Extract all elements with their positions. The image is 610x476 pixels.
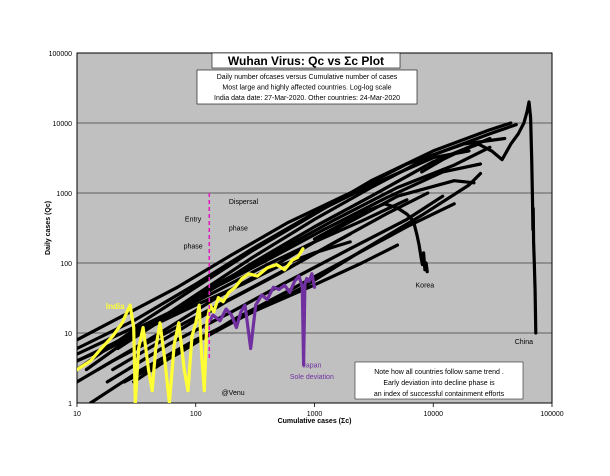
x-tick-label: 100000 — [540, 411, 563, 418]
chart-title: Wuhan Virus: Qc vs Σc Plot — [228, 54, 384, 68]
note-box — [354, 361, 524, 400]
subtitle-box — [196, 69, 418, 105]
annotation-label: Dispersal — [229, 199, 259, 206]
india-series-line — [77, 247, 305, 403]
annotation-label: an index of successful containment effor… — [374, 391, 505, 398]
korea-series-line — [312, 202, 429, 274]
country-series-line — [77, 232, 352, 384]
country-series-line — [77, 149, 471, 351]
y-axis-title: Daily cases (Qc) — [45, 201, 52, 255]
series-group — [77, 100, 538, 403]
annotation-label: Korea — [416, 282, 435, 289]
country-series-line — [105, 194, 445, 384]
y-tick-label: 100000 — [49, 51, 72, 58]
annotation-label: @Venu — [222, 390, 245, 397]
country-series-line — [132, 171, 483, 384]
y-tick-label: 100 — [60, 261, 72, 268]
japan-series-line — [203, 272, 317, 367]
chart-subtitle-line: India data date: 27-Mar-2020. Other coun… — [214, 95, 400, 102]
annotation-label: Note how all countries follow same trend… — [374, 369, 504, 376]
x-tick-label: 1000 — [307, 411, 323, 418]
chart-subtitle-line: Daily number ofcases versus Cumulative n… — [217, 74, 398, 81]
country-series-line — [116, 198, 409, 351]
x-tick-label: 10000 — [424, 411, 444, 418]
title-box — [211, 52, 401, 69]
annotation-label: Sole deviation — [290, 374, 334, 381]
x-axis-title: Cumulative cases (Σc) — [278, 418, 352, 425]
annotation-label: Japan — [302, 363, 321, 370]
y-tick-label: 10 — [64, 331, 72, 338]
annotation-label: phase — [229, 226, 248, 233]
chart-subtitle-line: Most large and highly affected countries… — [222, 85, 391, 92]
country-series-line — [77, 136, 492, 372]
china-series-line — [420, 100, 538, 335]
annotation-label: phase — [184, 244, 203, 251]
country-series-line — [84, 162, 483, 372]
y-tick-label: 10000 — [53, 121, 73, 128]
country-series-line — [88, 243, 400, 403]
country-series-line — [77, 136, 507, 342]
x-tick-label: 100 — [190, 411, 202, 418]
y-tick-label: 1000 — [56, 191, 72, 198]
annotation-label: India — [106, 302, 125, 311]
y-tick-label: 1 — [68, 401, 72, 408]
x-tick-label: 10 — [73, 411, 81, 418]
annotation-label: Early deviation into decline phase is — [383, 380, 495, 387]
annotation-label: China — [515, 339, 533, 346]
annotation-label: Entry — [185, 217, 202, 224]
country-series-line — [77, 145, 492, 363]
